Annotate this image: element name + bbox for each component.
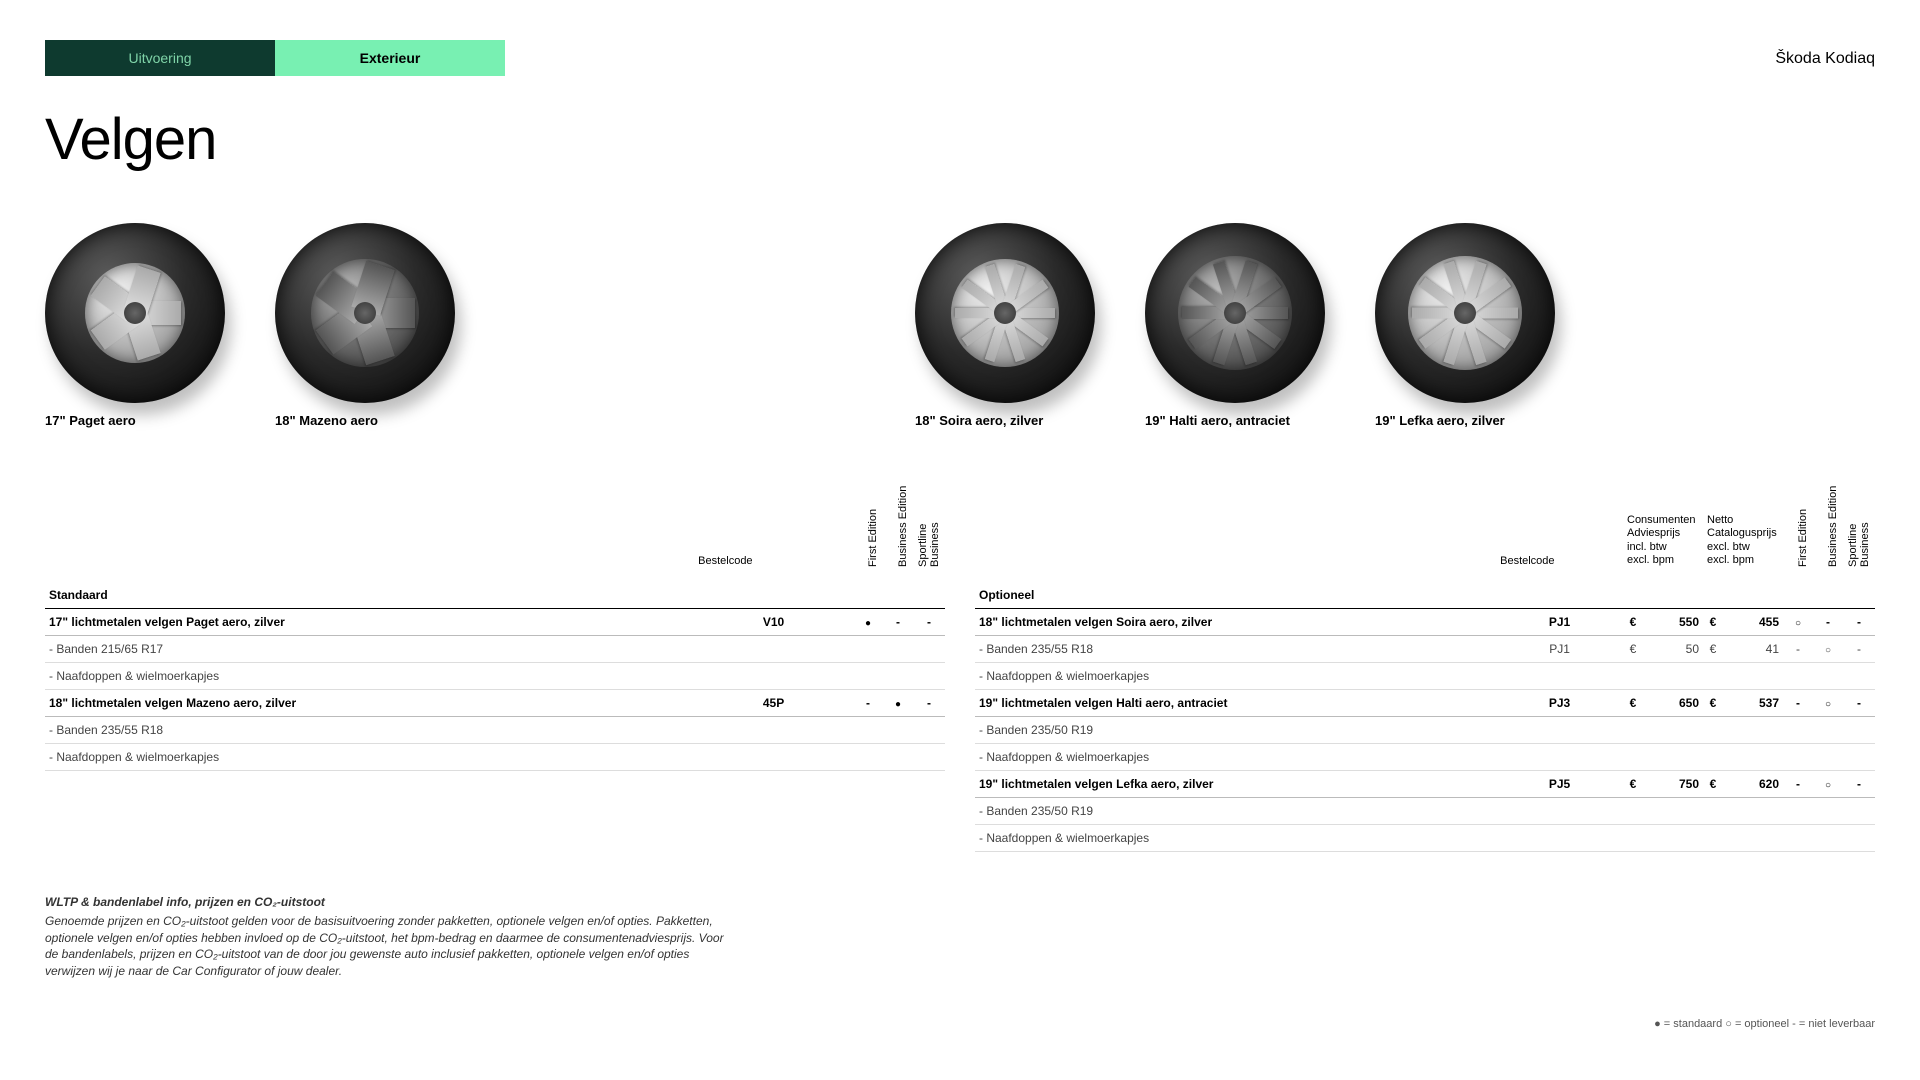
page-title: Velgen <box>45 106 1875 173</box>
table-optioneel: BestelcodeConsumentenAdviesprijsincl. bt… <box>975 478 1875 852</box>
wheel-item: 17" Paget aero <box>45 223 225 428</box>
wheel-item: 19" Lefka aero, zilver <box>1375 223 1555 428</box>
wheel-label: 18" Mazeno aero <box>275 413 455 428</box>
wheels-row: 17" Paget aero 18" Mazeno aero 18" Soira a… <box>45 223 1875 428</box>
footnote: WLTP & bandenlabel info, prijzen en CO₂-… <box>45 894 725 980</box>
wheel-label: 17" Paget aero <box>45 413 225 428</box>
tab-exterieur[interactable]: Exterieur <box>275 40 505 76</box>
wheel-label: 18" Soira aero, zilver <box>915 413 1095 428</box>
tab-uitvoering[interactable]: Uitvoering <box>45 40 275 76</box>
wheel-item: 18" Soira aero, zilver <box>915 223 1095 428</box>
wheel-label: 19" Lefka aero, zilver <box>1375 413 1555 428</box>
wheel-item: 18" Mazeno aero <box>275 223 455 428</box>
brand-label: Škoda Kodiaq <box>1775 50 1875 68</box>
footnote-body: Genoemde prijzen en CO₂-uitstoot gelden … <box>45 913 725 980</box>
table-standaard: BestelcodeFirst EditionBusiness EditionS… <box>45 478 945 852</box>
wheel-label: 19" Halti aero, antraciet <box>1145 413 1325 428</box>
tables-row: BestelcodeFirst EditionBusiness EditionS… <box>45 478 1875 852</box>
footnote-title: WLTP & bandenlabel info, prijzen en CO₂-… <box>45 894 725 911</box>
tabs: Uitvoering Exterieur <box>45 40 1875 76</box>
wheel-item: 19" Halti aero, antraciet <box>1145 223 1325 428</box>
legend: ● = standaard ○ = optioneel - = niet lev… <box>1654 1018 1875 1030</box>
